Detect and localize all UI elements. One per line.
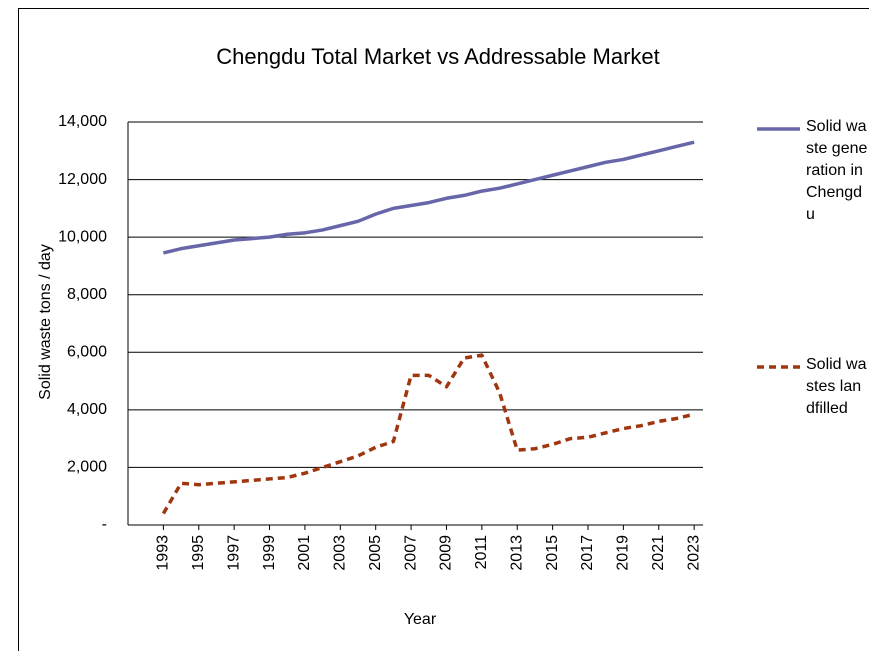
y-tick-label: 14,000 xyxy=(58,113,107,130)
x-tick-label: 1993 xyxy=(155,535,172,571)
x-tick-label: 2019 xyxy=(615,535,632,571)
x-tick-label: 2011 xyxy=(473,535,490,570)
y-tick-label: 10,000 xyxy=(58,228,107,245)
x-tick-label: 2001 xyxy=(296,535,313,571)
x-tick-label: 1999 xyxy=(261,535,278,571)
x-tick-label: 2013 xyxy=(508,535,525,571)
series-line xyxy=(161,353,695,515)
x-tick-label: 2021 xyxy=(650,535,667,571)
x-axis-title: Year xyxy=(404,611,437,628)
x-tick-label: 2003 xyxy=(332,535,349,571)
chart-title: Chengdu Total Market vs Addressable Mark… xyxy=(216,44,660,69)
y-axis-title: Solid waste tons / day xyxy=(37,244,54,400)
y-tick-label: 8,000 xyxy=(67,286,107,303)
x-tick-label: 2009 xyxy=(438,535,455,571)
y-tick-label: - xyxy=(102,516,107,533)
y-tick-label: 4,000 xyxy=(67,401,107,418)
series-line xyxy=(162,140,695,255)
legend-label: Solid waste generation in Chengdu xyxy=(806,118,868,223)
x-tick-label: 2017 xyxy=(579,535,596,571)
x-tick-label: 1995 xyxy=(190,535,207,571)
x-tick-label: 2023 xyxy=(685,535,702,571)
x-tick-label: 2007 xyxy=(402,535,419,571)
chart-frame xyxy=(18,8,869,651)
x-tick-label: 2015 xyxy=(544,535,561,571)
x-tick-label: 1997 xyxy=(225,535,242,571)
y-tick-label: 2,000 xyxy=(67,459,107,476)
x-tick-label: 2005 xyxy=(367,535,384,571)
legend-label: Solid wastes landfilled xyxy=(806,356,867,417)
y-tick-label: 12,000 xyxy=(58,171,107,188)
y-tick-label: 6,000 xyxy=(67,344,107,361)
